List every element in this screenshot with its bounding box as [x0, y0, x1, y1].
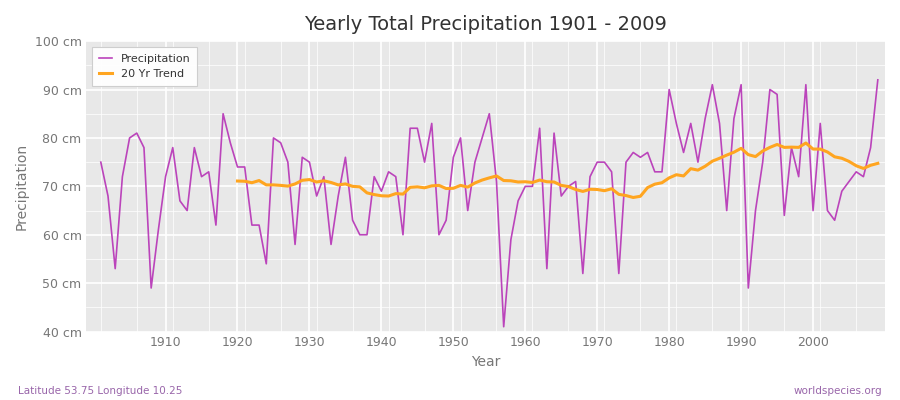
- Precipitation: [153, 228, 164, 232]
- Precipitation: [527, 184, 538, 189]
- Precipitation: [499, 324, 509, 329]
- 20 Yr Trend: [427, 184, 437, 188]
- Precipitation: [614, 271, 625, 276]
- Precipitation: [355, 232, 365, 237]
- 20 Yr Trend: [232, 179, 243, 184]
- Precipitation: [95, 160, 106, 164]
- Line: 20 Yr Trend: 20 Yr Trend: [238, 143, 878, 198]
- Precipitation: [520, 184, 531, 189]
- X-axis label: Year: Year: [471, 355, 500, 369]
- 20 Yr Trend: [786, 145, 796, 150]
- Title: Yearly Total Precipitation 1901 - 2009: Yearly Total Precipitation 1901 - 2009: [304, 15, 667, 34]
- Text: worldspecies.org: worldspecies.org: [794, 386, 882, 396]
- Precipitation: [872, 78, 883, 82]
- Y-axis label: Precipitation: Precipitation: [15, 143, 29, 230]
- 20 Yr Trend: [800, 141, 811, 146]
- Precipitation: [311, 194, 322, 198]
- 20 Yr Trend: [319, 178, 329, 183]
- Legend: Precipitation, 20 Yr Trend: Precipitation, 20 Yr Trend: [92, 47, 197, 86]
- 20 Yr Trend: [685, 166, 696, 171]
- 20 Yr Trend: [771, 142, 782, 147]
- 20 Yr Trend: [628, 195, 639, 200]
- 20 Yr Trend: [858, 166, 868, 171]
- Text: Latitude 53.75 Longitude 10.25: Latitude 53.75 Longitude 10.25: [18, 386, 183, 396]
- Line: Precipitation: Precipitation: [101, 80, 878, 327]
- 20 Yr Trend: [872, 161, 883, 166]
